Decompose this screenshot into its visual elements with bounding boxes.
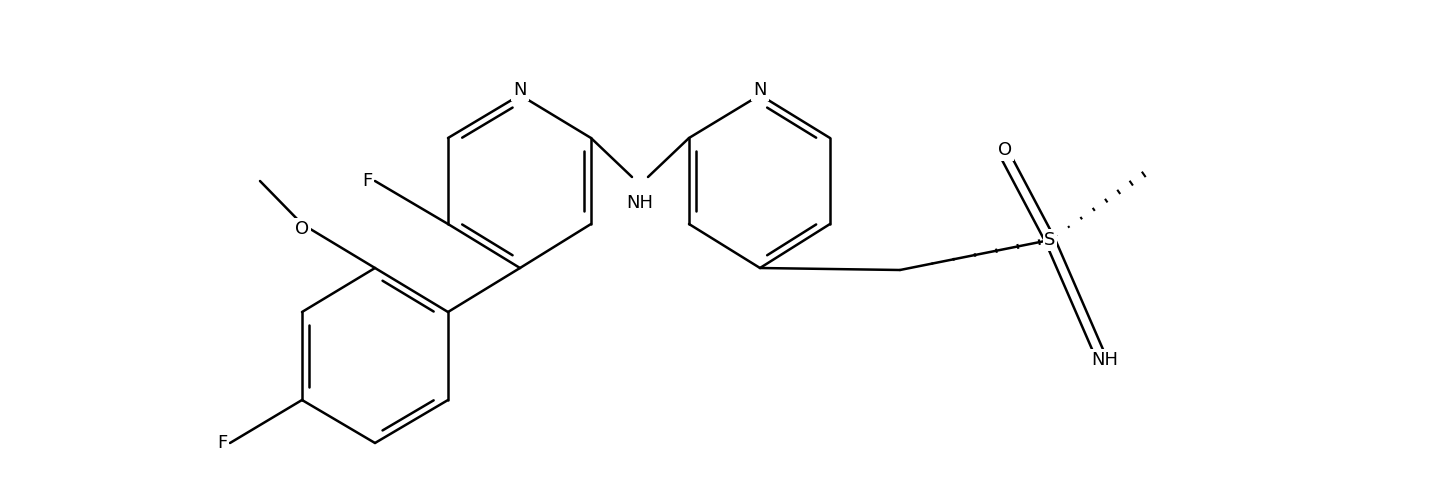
Text: O: O bbox=[999, 141, 1012, 159]
Text: N: N bbox=[753, 81, 766, 99]
Text: NH: NH bbox=[1091, 351, 1118, 369]
Text: NH: NH bbox=[626, 194, 654, 212]
Text: F: F bbox=[362, 172, 372, 190]
Text: S: S bbox=[1045, 231, 1056, 249]
Text: O: O bbox=[294, 220, 309, 238]
Text: N: N bbox=[514, 81, 527, 99]
Text: F: F bbox=[216, 434, 227, 452]
